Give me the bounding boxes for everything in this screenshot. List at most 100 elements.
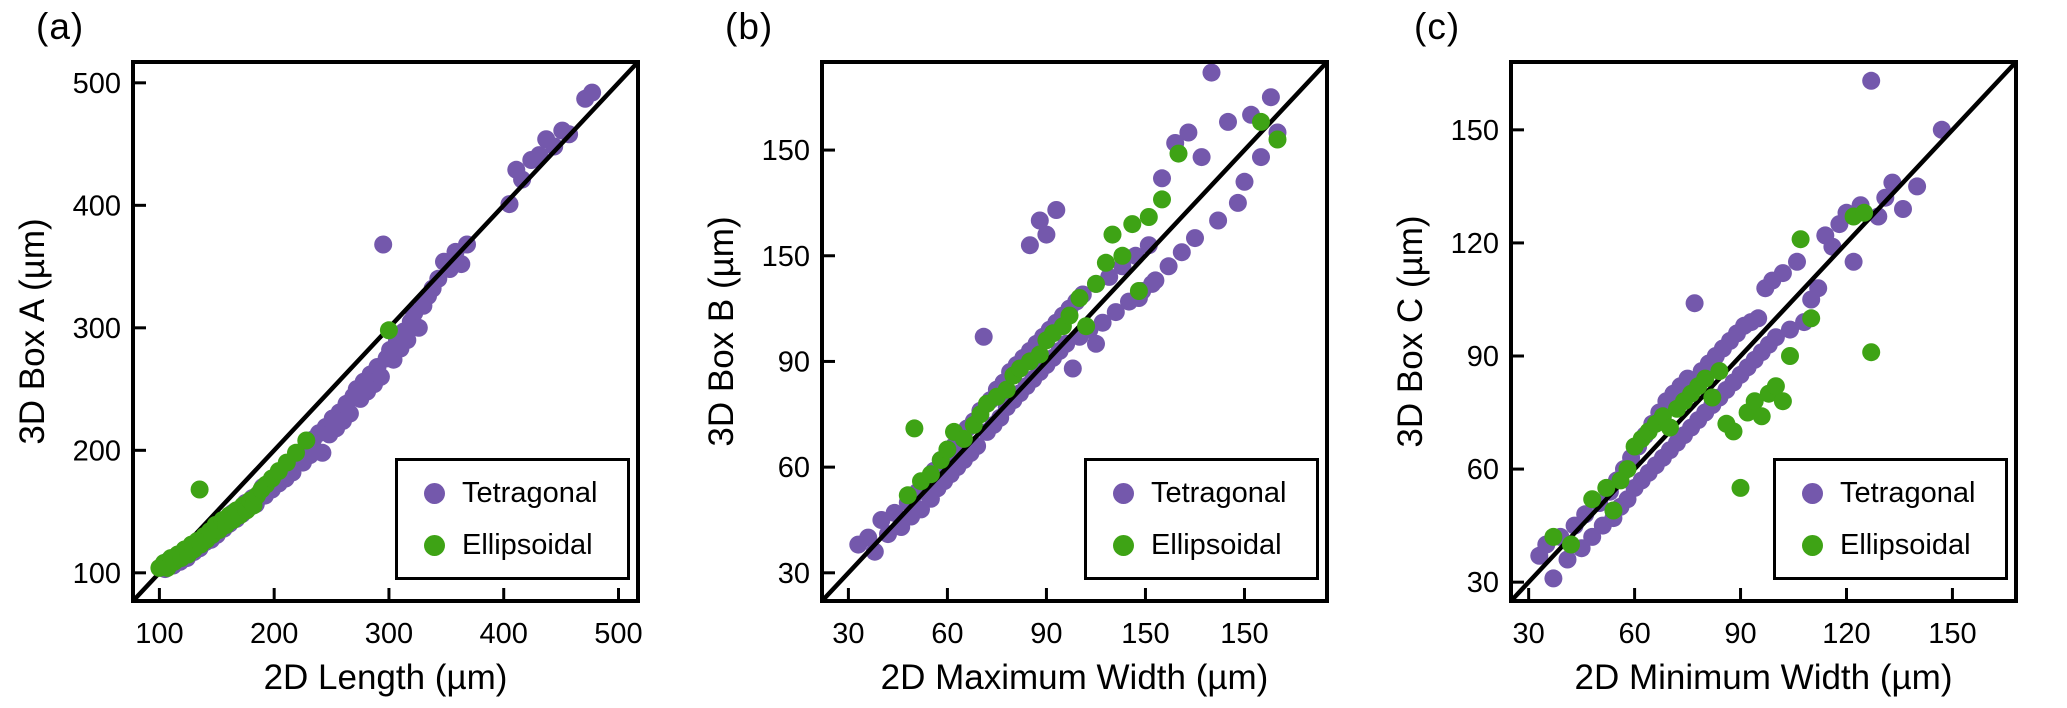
scatter-point — [1844, 252, 1863, 271]
scatter-point — [1781, 320, 1799, 339]
scatter-point — [1773, 392, 1792, 411]
scatter-point — [398, 331, 417, 350]
scatter-point — [409, 318, 428, 337]
x-tick-label: 100 — [135, 618, 183, 650]
identity-line — [1509, 60, 2018, 603]
scatter-point — [379, 321, 398, 340]
panel-b: (b) 30 60 90 150 150 30 60 90 150 150 2D Maximum W… — [689, 0, 1378, 708]
scatter-point — [1724, 422, 1743, 441]
plot-frame — [131, 60, 640, 603]
y-tick-label: 120 — [1451, 228, 1499, 260]
scatter-point — [1252, 148, 1270, 167]
scatter-point — [1745, 392, 1764, 411]
scatter-point — [1103, 225, 1122, 244]
y-axis-label: 3D Box B (µm) — [702, 216, 741, 446]
y-axis-label: 3D Box A (µm) — [13, 218, 52, 444]
panel-a-plot: 100 200 300 400 500 100 200 300 400 500 2D Length … — [13, 60, 643, 697]
scatter-point — [1087, 274, 1105, 293]
scatter-point — [1087, 334, 1105, 353]
tetragonal-marker-icon — [1802, 482, 1823, 504]
scatter-point — [583, 83, 602, 102]
scatter-point — [1146, 271, 1165, 290]
legend-item-ellipsoidal: Ellipsoidal — [1776, 530, 2005, 560]
scatter-point — [1752, 407, 1771, 426]
panel-c-letter: (c) — [1414, 6, 1461, 47]
panel-c-legend: Tetragonal Ellipsoidal — [1773, 458, 2008, 580]
x-tick-label: 120 — [1822, 618, 1870, 650]
scatter-point — [1252, 112, 1270, 131]
scatter-series-ellipsoidal — [1544, 203, 1881, 554]
x-tick-label: 400 — [480, 618, 528, 650]
scatter-point — [974, 327, 993, 346]
ellipsoidal-marker-icon — [424, 534, 445, 556]
scatter-point — [1802, 309, 1821, 328]
scatter-point — [1209, 211, 1228, 230]
x-tick-label: 150 — [1220, 618, 1268, 650]
x-tick-label: 60 — [931, 618, 963, 650]
scatter-point — [1809, 279, 1828, 298]
scatter-point — [1766, 377, 1785, 396]
scatter-point — [190, 480, 209, 499]
y-tick-label: 300 — [73, 313, 121, 345]
y-tick-label: 90 — [778, 346, 810, 378]
scatter-point — [1202, 63, 1221, 82]
scatter-point — [1583, 527, 1602, 546]
scatter-point — [1235, 172, 1254, 191]
scatter-point — [954, 429, 973, 448]
y-tick-label: 30 — [778, 558, 810, 590]
scatter-point — [1781, 347, 1799, 365]
scatter-series-ellipsoidal — [150, 321, 398, 577]
scatter-point — [1030, 345, 1049, 364]
scatter-point — [1169, 144, 1188, 163]
scatter-point — [1219, 112, 1237, 131]
legend-item-ellipsoidal: Ellipsoidal — [398, 530, 627, 560]
scatter-point — [1020, 236, 1039, 255]
legend-label: Tetragonal — [462, 476, 598, 509]
tetragonal-marker-icon — [424, 482, 445, 504]
plot-frame — [1509, 60, 2018, 603]
scatter-point — [1583, 490, 1602, 509]
scatter-point — [1855, 203, 1874, 222]
x-tick-label: 90 — [1030, 618, 1062, 650]
scatter-series-ellipsoidal — [898, 112, 1287, 505]
scatter-point — [1063, 359, 1082, 378]
scatter-point — [371, 367, 390, 386]
scatter-point — [1544, 569, 1563, 588]
legend-label: Tetragonal — [1840, 476, 1976, 509]
legend-label: Ellipsoidal — [1151, 528, 1282, 561]
scatter-point — [905, 419, 924, 438]
scatter-point — [997, 380, 1016, 399]
scatter-point — [340, 404, 359, 423]
scatter-point — [1159, 257, 1178, 276]
y-tick-label: 30 — [1467, 567, 1499, 599]
legend-item-tetragonal: Tetragonal — [1776, 476, 2005, 509]
scatter-point — [1129, 282, 1148, 300]
panel-c-plot: 30 60 90 120 150 30 60 90 120 150 2D Minimum Width… — [1391, 60, 2018, 697]
scatter-point — [452, 255, 471, 274]
legend-item-tetragonal: Tetragonal — [1087, 476, 1316, 509]
scatter-point — [1070, 289, 1089, 307]
y-tick-label: 60 — [778, 452, 810, 484]
scatter-point — [1077, 317, 1096, 336]
scatter-point — [287, 443, 305, 462]
scatter-point — [1703, 388, 1722, 407]
legend-label: Tetragonal — [1151, 476, 1287, 509]
x-tick-label: 150 — [1928, 618, 1976, 650]
scatter-point — [500, 195, 519, 214]
scatter-point — [1179, 123, 1198, 142]
x-tick-label: 90 — [1724, 618, 1756, 650]
scatter-point — [872, 511, 891, 529]
panel-b-legend: Tetragonal Ellipsoidal — [1084, 458, 1319, 580]
scatter-point — [1562, 535, 1580, 554]
x-tick-label: 200 — [250, 618, 298, 650]
scatter-point — [1096, 253, 1115, 272]
y-tick-label: 150 — [762, 135, 810, 167]
y-tick-label: 200 — [73, 435, 121, 467]
scatter-point — [1268, 130, 1287, 149]
y-tick-label: 90 — [1467, 341, 1499, 373]
x-axis-label: 2D Maximum Width (µm) — [881, 658, 1269, 697]
scatter-point — [1153, 169, 1171, 188]
scatter-point — [1908, 177, 1927, 196]
scatter-point — [1773, 264, 1792, 283]
ellipsoidal-marker-icon — [1113, 534, 1134, 556]
